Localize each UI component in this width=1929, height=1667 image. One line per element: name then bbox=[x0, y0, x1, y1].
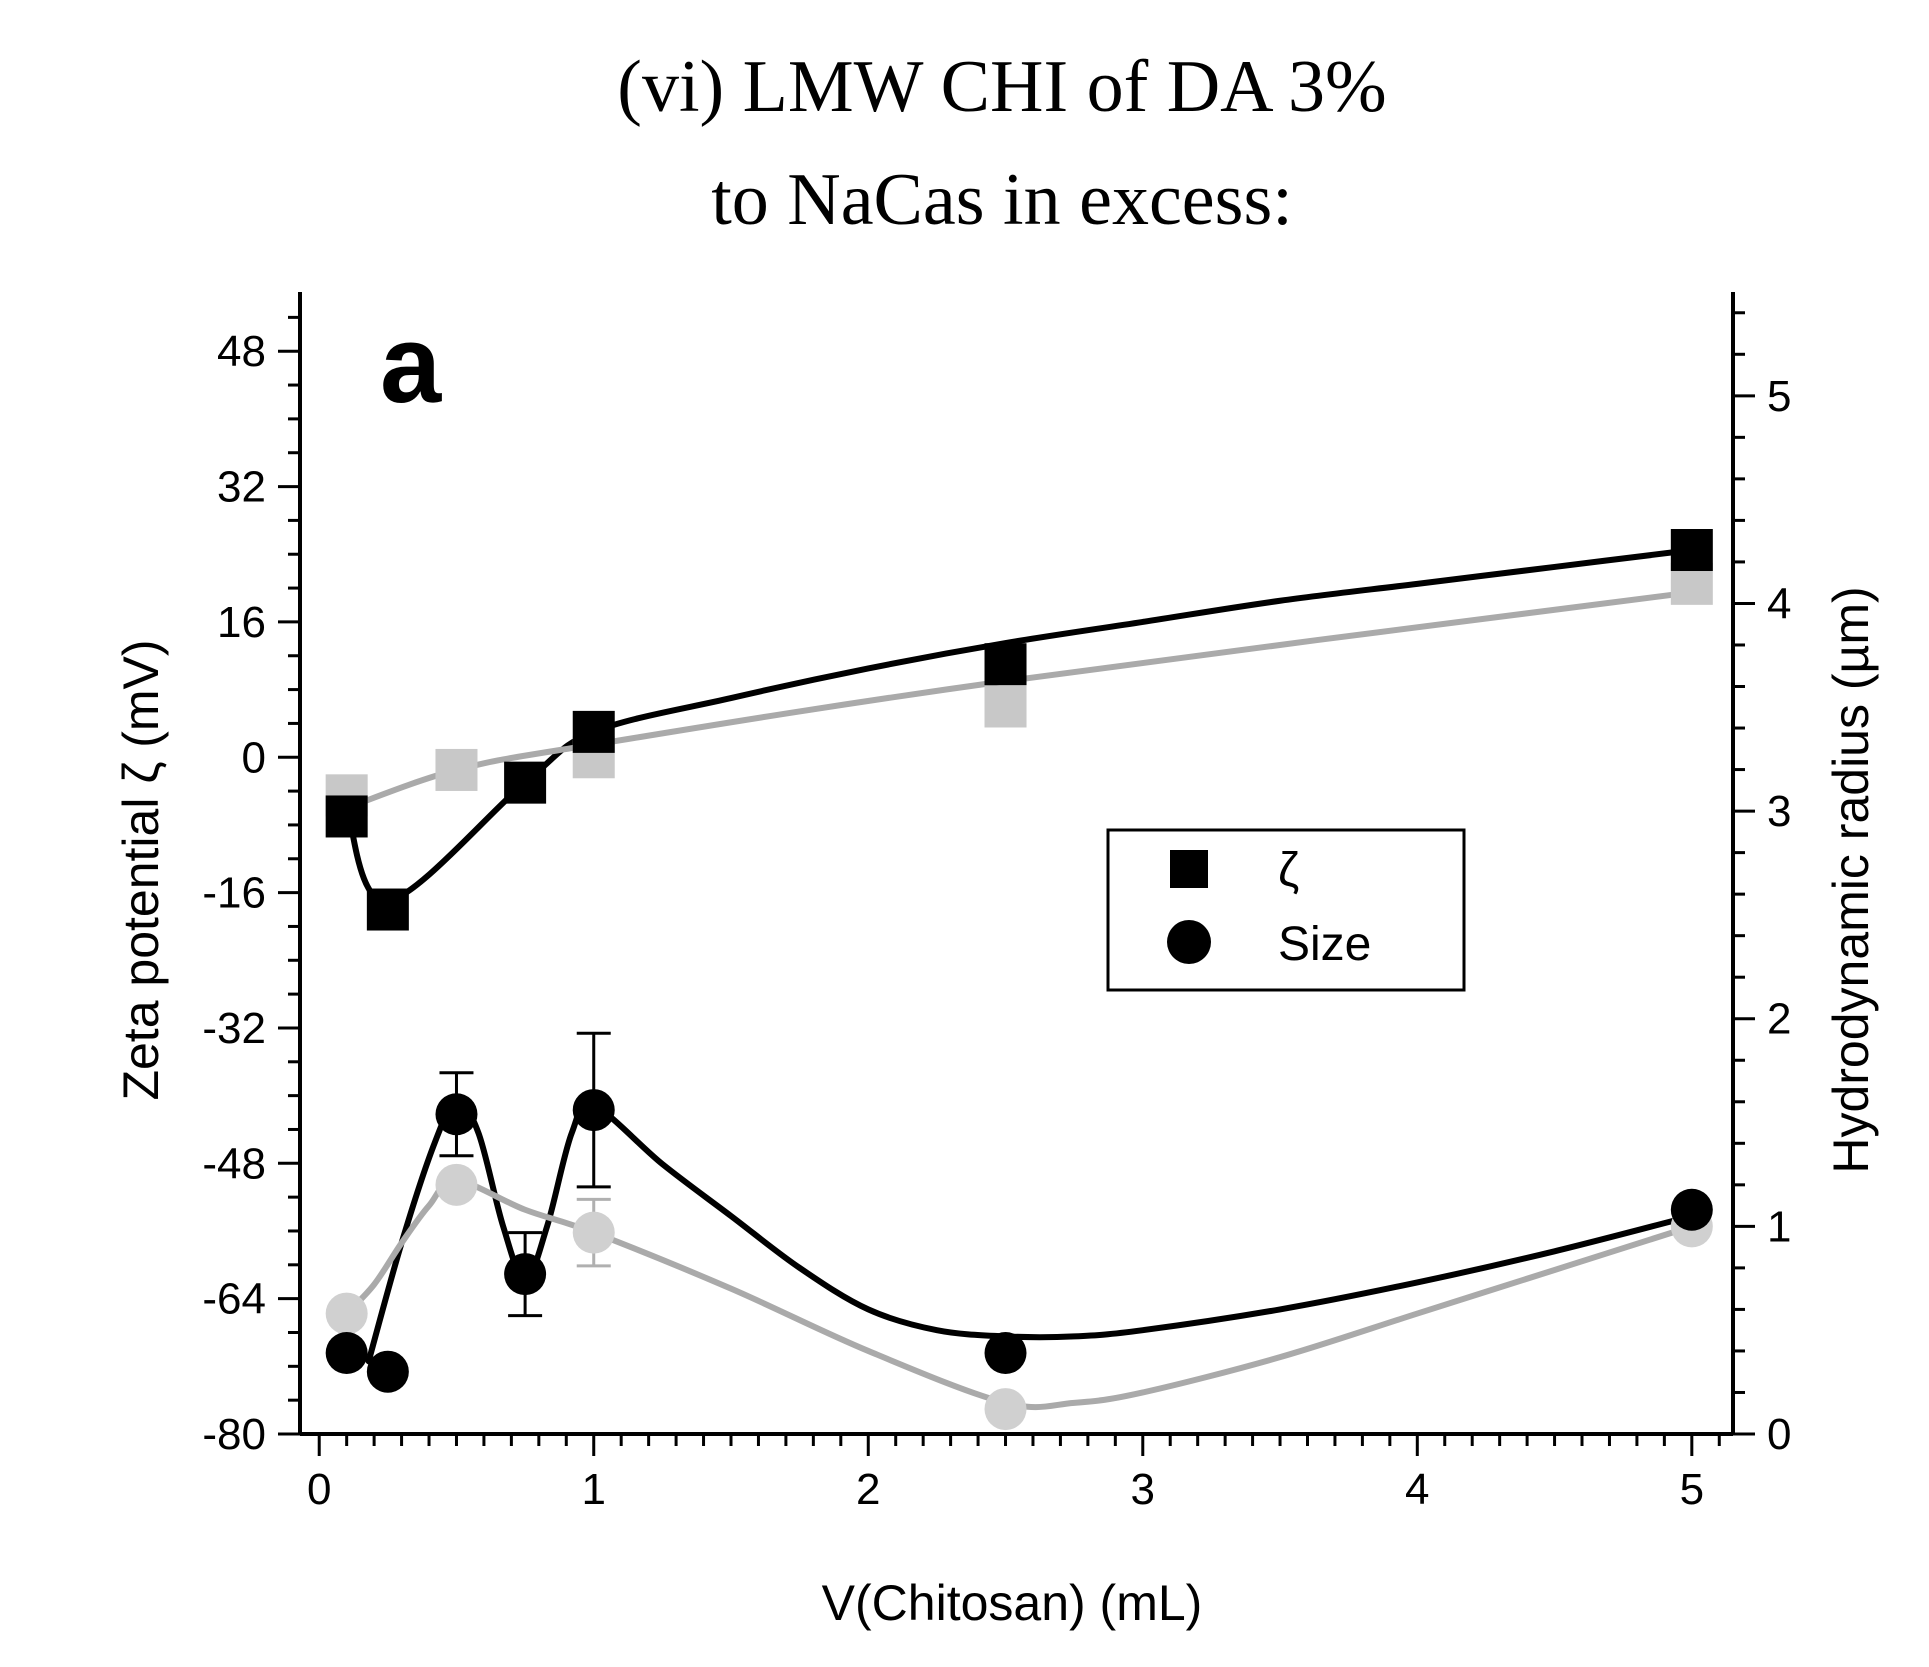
x-axis-label: V(Chitosan) (mL) bbox=[822, 1575, 1203, 1631]
size-marker bbox=[984, 1388, 1027, 1431]
size-marker bbox=[325, 1332, 368, 1375]
size-marker bbox=[435, 1163, 478, 1206]
zeta-marker bbox=[435, 748, 478, 791]
data-markers bbox=[325, 529, 1713, 1431]
size-marker bbox=[325, 1292, 368, 1335]
size-marker bbox=[435, 1093, 478, 1136]
panel-label: a bbox=[380, 303, 442, 426]
y-axis-label-left: Zeta potential ζ (mV) bbox=[113, 639, 169, 1100]
y-right-tick-label: 3 bbox=[1767, 787, 1791, 836]
zeta-marker bbox=[1670, 529, 1713, 572]
x-tick-label: 4 bbox=[1405, 1465, 1429, 1514]
y-right-tick-label: 4 bbox=[1767, 579, 1791, 628]
y-axis-label-right: Hydrodynamic radius (µm) bbox=[1823, 586, 1879, 1173]
y-right-tick-label: 0 bbox=[1767, 1410, 1791, 1459]
x-tick-label: 5 bbox=[1680, 1465, 1704, 1514]
legend: ζ Size bbox=[1106, 828, 1466, 992]
size-marker bbox=[572, 1089, 615, 1132]
x-tick-label: 0 bbox=[307, 1465, 331, 1514]
y-left-tick-label: 48 bbox=[217, 327, 266, 376]
chart-title-line-1: (vi) LMW CHI of DA 3% bbox=[617, 46, 1386, 128]
zeta-marker bbox=[984, 685, 1027, 728]
chart-title-line-2: to NaCas in excess: bbox=[711, 159, 1293, 241]
x-tick-label: 2 bbox=[856, 1465, 880, 1514]
size-marker bbox=[504, 1253, 547, 1296]
y-left-tick-label: 0 bbox=[242, 733, 266, 782]
y-left-tick-label: 16 bbox=[217, 598, 266, 647]
fit-curve bbox=[343, 547, 1695, 905]
zeta-marker bbox=[325, 795, 368, 838]
size-marker bbox=[1670, 1188, 1713, 1231]
legend-label-zeta: ζ bbox=[1278, 844, 1299, 897]
y-right-tick-label: 2 bbox=[1767, 995, 1791, 1044]
y-left-tick-label: -64 bbox=[202, 1275, 266, 1324]
legend-box bbox=[1106, 828, 1466, 992]
legend-circle-marker bbox=[1167, 920, 1211, 964]
size-marker bbox=[572, 1211, 615, 1254]
y-left-tick-label: 32 bbox=[217, 463, 266, 512]
zeta-marker bbox=[984, 643, 1027, 686]
zeta-marker bbox=[572, 710, 615, 753]
zeta-marker bbox=[504, 761, 547, 804]
size-marker bbox=[366, 1350, 409, 1393]
y-left-tick-label: -32 bbox=[202, 1004, 266, 1053]
legend-square-marker bbox=[1170, 850, 1208, 888]
fit-curve bbox=[343, 1177, 1695, 1411]
y-left-tick-label: -48 bbox=[202, 1139, 266, 1188]
x-tick-label: 1 bbox=[581, 1465, 605, 1514]
legend-label-size: Size bbox=[1278, 918, 1371, 971]
y-right-tick-label: 5 bbox=[1767, 372, 1791, 421]
y-left-tick-label: -16 bbox=[202, 869, 266, 918]
size-marker bbox=[984, 1332, 1027, 1375]
y-left-tick-label: -80 bbox=[202, 1410, 266, 1459]
zeta-marker bbox=[366, 888, 409, 931]
y-right-tick-label: 1 bbox=[1767, 1202, 1791, 1251]
x-tick-label: 3 bbox=[1131, 1465, 1155, 1514]
